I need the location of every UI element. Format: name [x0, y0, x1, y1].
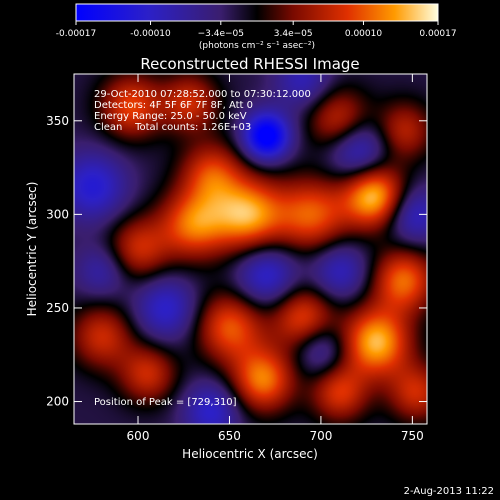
annotation-block: 29-Oct-2010 07:28:52.000 to 07:30:12.000… [94, 89, 311, 133]
colorbar-tick-label: -0.00010 [130, 29, 171, 39]
heatmap-plot: 600 650 700 750 200 250 300 350 [46, 73, 428, 443]
y-tick-label: 250 [46, 301, 69, 315]
y-tick-label: 350 [46, 114, 69, 128]
colorbar-gradient [75, 3, 439, 22]
colorbar-tick-label: 0.00017 [419, 29, 456, 39]
colorbar: -0.00017 -0.00010 −3.4e−05 3.4e−05 0.00010 0.… [56, 3, 457, 51]
x-tick-label: 750 [401, 429, 424, 443]
colorbar-tick-label: -0.00017 [56, 29, 96, 39]
annotation-time-range: 29-Oct-2010 07:28:52.000 to 07:30:12.000 [94, 89, 311, 100]
colorbar-tick-label: −3.4e−05 [198, 29, 244, 39]
x-tick-label: 700 [309, 429, 332, 443]
colorbar-tick-label: 3.4e−05 [274, 29, 313, 39]
annotation-energy-range: Energy Range: 25.0 - 50.0 keV [94, 111, 247, 122]
annotation-detectors: Detectors: 4F 5F 6F 7F 8F, Att 0 [94, 100, 253, 111]
x-axis-label: Heliocentric X (arcsec) [182, 447, 318, 461]
x-tick-label: 650 [218, 429, 241, 443]
plot-frame [73, 73, 428, 425]
y-tick-label: 300 [46, 207, 69, 221]
heatmap-image-container [74, 74, 427, 424]
axis-ticks: 600 650 700 750 200 250 300 350 [46, 74, 427, 443]
x-tick-label: 600 [127, 429, 150, 443]
heatmap-image [74, 74, 427, 424]
colorbar-ticks: -0.00017 -0.00010 −3.4e−05 3.4e−05 0.00010 0.… [56, 21, 457, 39]
colorbar-unit-label: (photons cm⁻² s⁻¹ asec⁻²) [199, 41, 315, 51]
annotation-clean-counts: Clean Total counts: 1.26E+03 [94, 122, 251, 133]
peak-position-label: Position of Peak = [729,310] [94, 397, 237, 408]
colorbar-tick-label: 0.00010 [345, 29, 382, 39]
generation-date: 2-Aug-2013 11:22 [404, 486, 494, 497]
y-tick-label: 200 [46, 395, 69, 409]
y-axis-label: Heliocentric Y (arcsec) [25, 182, 39, 317]
chart-title: Reconstructed RHESSI Image [140, 55, 359, 73]
